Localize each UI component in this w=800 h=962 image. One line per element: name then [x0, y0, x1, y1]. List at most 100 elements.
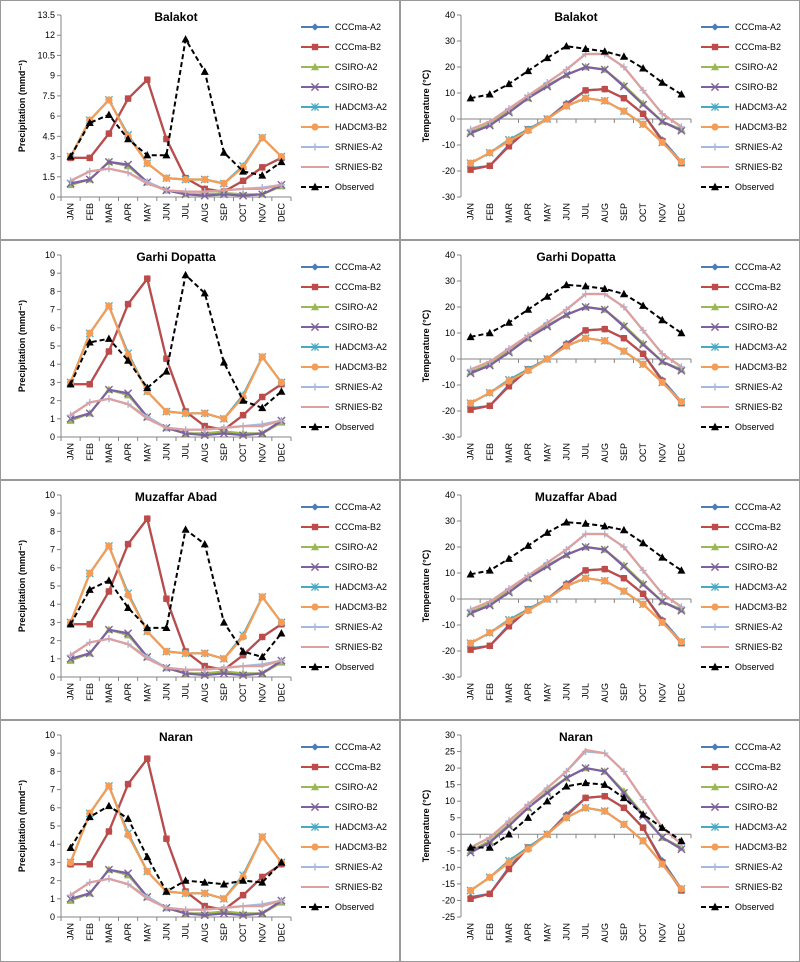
data-point — [105, 348, 113, 355]
data-point — [505, 377, 513, 385]
legend-marker — [311, 363, 319, 371]
data-point — [582, 794, 589, 802]
data-point — [639, 99, 648, 107]
data-point — [581, 574, 590, 582]
data-point — [85, 175, 94, 184]
series-hadcm3-b2 — [466, 334, 686, 407]
legend-entry: HADCM3-A2 — [335, 582, 387, 592]
data-point — [201, 889, 209, 897]
data-point — [466, 570, 475, 578]
data-point — [562, 582, 571, 590]
data-point — [105, 302, 113, 310]
data-point — [162, 367, 171, 375]
data-point — [124, 351, 132, 359]
legend-entry: HADCM3-B2 — [735, 122, 787, 132]
data-point — [620, 335, 628, 342]
y-tick-label: 5 — [50, 341, 55, 351]
legend-entry: HADCM3-B2 — [335, 122, 387, 132]
x-tick-label: SEP — [619, 923, 629, 941]
legend-entry: CSIRO-A2 — [735, 302, 778, 312]
series-cccma-b2 — [467, 85, 685, 173]
y-tick-label: 0 — [50, 672, 55, 682]
series-srnies-b2 — [470, 532, 683, 611]
data-point — [200, 911, 209, 920]
data-point — [466, 159, 475, 167]
series-line — [70, 517, 283, 671]
data-point — [619, 525, 628, 534]
data-point — [562, 342, 571, 350]
data-point — [486, 162, 493, 169]
data-point — [259, 633, 266, 641]
x-tick-label: AUG — [600, 683, 610, 703]
legend-entry: Observed — [335, 182, 374, 192]
legend-marker — [711, 503, 719, 511]
data-point — [639, 64, 648, 72]
legend-entry: CCCma-B2 — [335, 282, 381, 292]
legend-entry: Observed — [735, 422, 774, 432]
x-tick-label: NOV — [657, 683, 667, 703]
data-point — [581, 804, 590, 812]
series-line — [69, 784, 283, 900]
data-point — [658, 553, 667, 561]
data-point — [258, 909, 267, 918]
series-observed — [66, 270, 286, 412]
series-line — [69, 397, 282, 431]
x-tick-label: SEP — [619, 203, 629, 221]
legend-marker — [310, 342, 320, 352]
legend-marker — [311, 843, 319, 851]
data-point — [524, 845, 532, 853]
data-point — [239, 647, 248, 655]
data-point — [658, 823, 667, 831]
x-tick-label: FEB — [85, 443, 95, 461]
data-point — [86, 381, 93, 388]
chart-panel-precip-garhi: Garhi Dopatta Precipitation (mmd⁻¹) 0 1 2 3 4 5… — [0, 240, 400, 480]
chart-panel-temp-muzaffar: Muzaffar Abad Temperature (°C) -30 -20 -10 0 1… — [400, 480, 800, 720]
x-tick-label: APR — [123, 443, 133, 462]
data-point — [66, 620, 75, 628]
data-point — [104, 110, 113, 118]
data-point — [562, 782, 571, 790]
data-point — [467, 646, 474, 653]
data-point — [601, 793, 608, 800]
data-point — [486, 629, 494, 637]
y-tick-label: 30 — [445, 730, 455, 740]
data-point — [220, 655, 228, 663]
series-csiro-b2 — [66, 157, 286, 200]
data-point — [124, 95, 132, 102]
data-point — [562, 42, 571, 50]
x-tick-label: JUN — [161, 203, 171, 221]
x-tick-label: OCT — [238, 203, 248, 223]
data-point — [466, 332, 475, 341]
data-point — [220, 895, 228, 903]
data-point — [181, 35, 190, 43]
data-point — [162, 174, 171, 182]
series-line — [470, 748, 683, 849]
x-tick-label: APR — [523, 923, 533, 942]
data-point — [220, 179, 228, 188]
series-line — [70, 167, 282, 193]
data-point — [219, 909, 229, 918]
data-point — [66, 414, 75, 423]
data-point — [124, 831, 132, 839]
x-tick-label: SEP — [219, 683, 229, 701]
data-point — [259, 393, 266, 401]
y-tick-label: -20 — [442, 406, 455, 416]
y-tick-label: 5 — [50, 581, 55, 591]
legend-entry: SRNIES-A2 — [735, 142, 783, 152]
legend-marker — [311, 383, 319, 391]
series-srnies-b2 — [69, 877, 282, 911]
data-point — [524, 66, 533, 75]
y-axis-label: Temperature (°C) — [421, 70, 431, 142]
chart-svg-temp-muzaffar: Muzaffar Abad Temperature (°C) -30 -20 -10 0 1… — [421, 490, 787, 703]
data-point — [601, 85, 608, 93]
legend-entry: Observed — [335, 902, 374, 912]
data-point — [144, 275, 151, 282]
legend-marker — [711, 542, 719, 551]
chart-svg-temp-garhi: Garhi Dopatta Temperature (°C) -30 -20 -10 0 1… — [421, 250, 787, 463]
legend-entry: HADCM3-A2 — [335, 822, 387, 832]
legend-entry: SRNIES-A2 — [735, 862, 783, 872]
data-point — [200, 289, 209, 297]
legend-marker — [311, 422, 319, 431]
series-line — [69, 637, 282, 671]
data-point — [543, 115, 551, 123]
